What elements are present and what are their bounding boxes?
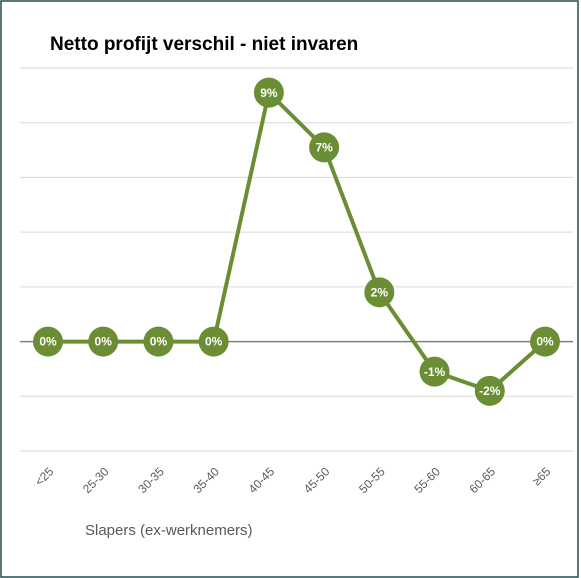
data-point bbox=[198, 326, 229, 357]
data-point bbox=[253, 77, 284, 108]
series-line bbox=[48, 90, 547, 393]
data-label: 0% bbox=[95, 335, 113, 349]
data-label: -1% bbox=[424, 365, 446, 379]
data-label: 0% bbox=[205, 335, 223, 349]
data-point bbox=[474, 375, 505, 406]
data-point bbox=[88, 326, 119, 357]
chart-title: Netto profijt verschil - niet invaren bbox=[50, 34, 358, 55]
data-label: 0% bbox=[150, 335, 168, 349]
data-point bbox=[530, 326, 560, 357]
data-point bbox=[309, 132, 340, 163]
data-label: 7% bbox=[315, 141, 333, 155]
data-label: -2% bbox=[479, 384, 501, 398]
x-axis-title: Slapers (ex-werknemers) bbox=[85, 522, 253, 539]
data-label: 0% bbox=[536, 335, 554, 349]
data-label: 0% bbox=[39, 335, 57, 349]
data-point bbox=[143, 326, 174, 357]
data-point bbox=[33, 326, 63, 357]
data-label: 9% bbox=[260, 86, 278, 100]
data-point bbox=[419, 356, 450, 387]
data-point bbox=[364, 277, 395, 308]
data-label: 2% bbox=[371, 286, 389, 300]
